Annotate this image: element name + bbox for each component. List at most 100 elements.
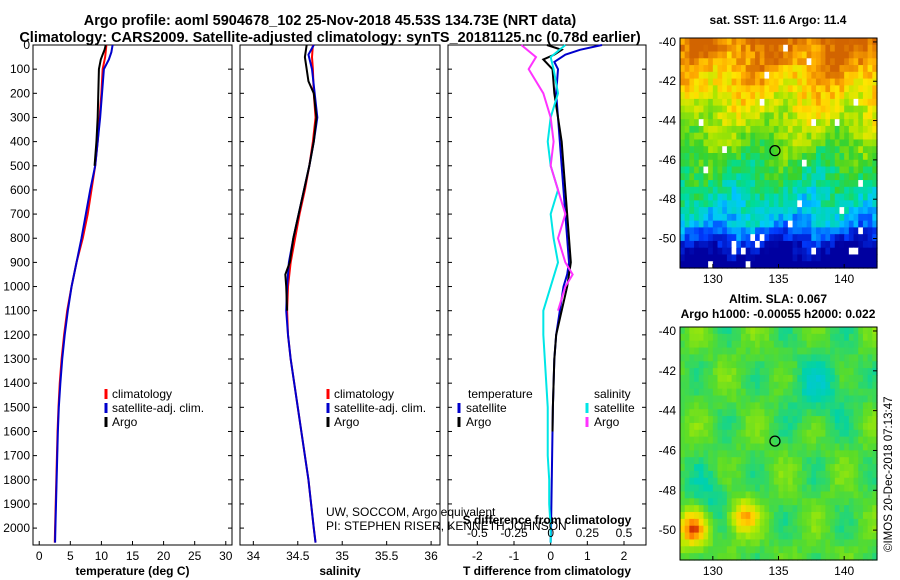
sst-cell	[778, 105, 784, 114]
sst-cell	[755, 38, 761, 46]
sst-cell	[787, 125, 794, 134]
sst-cell	[694, 166, 700, 174]
sla-cell	[867, 422, 873, 431]
sla-cell	[750, 525, 756, 534]
sla-cell	[680, 532, 686, 541]
sla-cell	[858, 491, 864, 499]
salinity-xtick-label: 36	[424, 549, 438, 563]
sla-cell	[703, 402, 709, 410]
temperature-xtick-label: 25	[188, 549, 202, 563]
sla-cell	[740, 546, 747, 554]
sst-cell	[722, 125, 728, 134]
sst-cell	[722, 207, 728, 215]
sst-cell	[769, 85, 775, 93]
sla-cell	[773, 464, 780, 472]
sla-cell	[844, 525, 850, 534]
sla-cell	[745, 477, 751, 486]
sst-cell	[848, 44, 855, 53]
sla-cell	[825, 436, 831, 445]
sla-cell	[778, 416, 784, 424]
sla-cell	[820, 388, 827, 397]
sst-map-title: sat. SST: 11.6 Argo: 11.4	[710, 13, 847, 27]
sst-cell	[764, 125, 770, 134]
sla-cell	[858, 402, 864, 410]
difference-frame	[447, 44, 647, 546]
sst-cell	[731, 234, 737, 242]
sdiff-tick-label: -0.5	[467, 526, 488, 540]
sla-cell	[830, 374, 836, 383]
sst-cell	[698, 125, 705, 134]
sst-cell	[750, 173, 756, 181]
sla-cell	[792, 333, 798, 342]
sla-cell	[806, 340, 812, 349]
sla-cell	[792, 553, 798, 561]
sst-cell	[745, 105, 751, 114]
sla-cell	[731, 361, 737, 369]
sla-cell	[797, 525, 803, 534]
sst-cell	[862, 220, 869, 229]
sla-cell	[717, 374, 723, 383]
sst-cell	[862, 92, 869, 100]
sst-cell	[858, 166, 864, 174]
sst-cell	[839, 200, 845, 208]
sla-cell	[867, 518, 873, 527]
sla-cell	[764, 457, 770, 465]
sla-cell	[806, 450, 812, 458]
sla-cell	[783, 498, 789, 506]
sla-cell	[820, 525, 827, 534]
sst-cell	[834, 240, 841, 249]
sst-cell	[816, 92, 822, 100]
sst-cell	[787, 193, 794, 201]
sla-cell	[745, 484, 751, 493]
sst-cell	[816, 240, 822, 249]
sla-cell	[755, 347, 761, 356]
sla-cell	[825, 388, 831, 397]
sla-cell	[825, 340, 831, 349]
sla-cell	[726, 422, 733, 431]
sla-cell	[759, 498, 766, 506]
sla-cell	[745, 498, 751, 506]
sst-cell	[750, 146, 756, 154]
sla-cell	[755, 491, 761, 499]
sla-cell	[694, 347, 700, 356]
sst-cell	[684, 180, 690, 188]
sst-cell	[787, 207, 794, 215]
sla-cell	[797, 491, 803, 499]
sla-cell	[825, 416, 831, 424]
sst-cell	[858, 119, 864, 127]
depth-tick-label: 1800	[3, 473, 30, 487]
sla-cell	[698, 429, 705, 438]
legend-label: satellite-adj. clim.	[112, 401, 204, 415]
sst-cell	[872, 247, 878, 256]
sla-cell	[769, 416, 775, 424]
sla-cell	[825, 477, 831, 486]
sst-cell	[834, 125, 841, 134]
sla-cell	[787, 347, 794, 356]
sla-cell	[867, 491, 873, 499]
sla-cell	[867, 395, 873, 403]
sst-cell	[844, 105, 850, 114]
sla-cell	[712, 416, 719, 424]
sst-cell	[783, 65, 789, 73]
depth-tick-label: 1300	[3, 352, 30, 366]
sst-cell	[839, 227, 845, 235]
sst-cell	[778, 261, 784, 269]
sst-cell	[726, 173, 733, 181]
sst-cell	[801, 227, 808, 235]
sla-cell	[834, 354, 841, 362]
sla-cell	[862, 422, 869, 431]
sla-cell	[862, 402, 869, 410]
sst-cell	[825, 153, 831, 161]
sst-cell	[698, 139, 705, 147]
sla-cell	[858, 443, 864, 451]
sla-cell	[872, 443, 878, 451]
sst-cell	[680, 254, 686, 262]
sla-cell	[745, 553, 751, 561]
sst-cell	[689, 125, 695, 134]
sst-cell	[712, 213, 719, 222]
sla-cell	[862, 457, 869, 465]
sla-cell	[698, 539, 705, 547]
sst-cell	[759, 193, 766, 201]
series-satellite-adj-clim-	[54, 44, 114, 543]
sla-cell	[862, 539, 869, 547]
